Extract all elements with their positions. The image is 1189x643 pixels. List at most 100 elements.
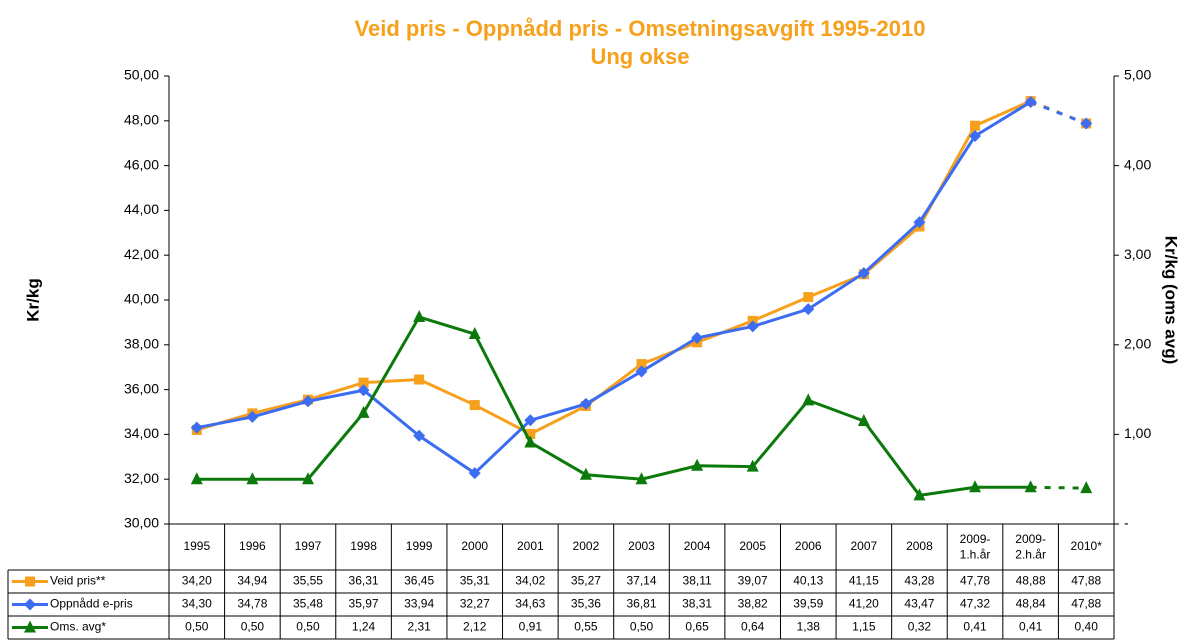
table-value: 36,81 <box>626 597 656 611</box>
marker <box>25 576 35 587</box>
marker <box>579 467 592 480</box>
marker <box>636 359 647 370</box>
y-tick-label: 34,00 <box>124 425 159 441</box>
table-value: 35,31 <box>460 574 490 588</box>
marker <box>1024 95 1037 108</box>
table-value: 0,50 <box>630 620 654 634</box>
table-value: 0,50 <box>241 620 265 634</box>
marker <box>857 413 870 426</box>
table-value: 0,32 <box>908 620 932 634</box>
chart-title: Veid pris - Oppnådd pris - Omsetningsavg… <box>355 16 926 41</box>
marker <box>969 130 982 143</box>
y-tick-label: 48,00 <box>124 112 159 128</box>
marker <box>1024 480 1037 493</box>
x-tick-label-line: 1.h.år <box>960 548 991 562</box>
marker <box>746 459 759 472</box>
y-axis-label: Kr/kg <box>23 278 42 321</box>
table-value: 40,13 <box>793 574 823 588</box>
y2-axis-label: Kr/kg (oms avg) <box>1162 236 1181 364</box>
y-tick-label: 50,00 <box>124 67 159 83</box>
marker <box>579 397 592 410</box>
marker <box>468 327 481 340</box>
table-value: 35,36 <box>571 597 601 611</box>
table-value: 2,31 <box>407 620 431 634</box>
y-tick-label: 30,00 <box>124 515 159 531</box>
y2-tick-label: - <box>1124 515 1129 531</box>
table-value: 47,32 <box>960 597 990 611</box>
marker <box>524 414 537 427</box>
table-value: 39,59 <box>793 597 823 611</box>
marker <box>524 435 537 448</box>
table-value: 35,48 <box>293 597 323 611</box>
table-value: 38,82 <box>738 597 768 611</box>
marker <box>413 429 426 442</box>
x-tick-label-line: 2.h.år <box>1015 548 1046 562</box>
marker <box>24 620 36 633</box>
table-value: 47,78 <box>960 574 990 588</box>
marker <box>635 365 648 378</box>
table-value: 47,88 <box>1071 574 1101 588</box>
table-value: 34,02 <box>515 574 545 588</box>
series-line <box>196 315 1031 497</box>
y-tick-label: 36,00 <box>124 380 159 396</box>
marker <box>969 480 982 493</box>
marker <box>635 472 648 485</box>
table-value: 36,45 <box>404 574 434 588</box>
table-value: 35,97 <box>349 597 379 611</box>
x-tick-label-line: 2009- <box>960 532 991 546</box>
y2-tick-label: 5,00 <box>1124 67 1151 83</box>
y-tick-label: 32,00 <box>124 470 159 486</box>
marker <box>802 303 815 316</box>
x-tick-label: 1999 <box>406 539 433 553</box>
marker <box>691 331 704 344</box>
marker <box>913 488 926 501</box>
series-line <box>196 100 1032 476</box>
marker <box>913 216 926 229</box>
marker <box>357 405 370 418</box>
table-value: 0,50 <box>185 620 209 634</box>
table-value: 33,94 <box>404 597 434 611</box>
x-tick-label: 2008 <box>906 539 933 553</box>
table-value: 34,63 <box>515 597 545 611</box>
marker <box>301 472 314 485</box>
y2-tick-label: 1,00 <box>1124 425 1151 441</box>
x-tick-label: 1998 <box>350 539 377 553</box>
legend-label: Oppnådd e-pris <box>50 597 133 611</box>
y-tick-label: 38,00 <box>124 336 159 352</box>
table-value: 32,27 <box>460 597 490 611</box>
marker <box>358 377 369 388</box>
series-line-dashed <box>1030 100 1087 125</box>
series-line-dashed <box>1030 485 1087 490</box>
marker <box>24 598 36 611</box>
marker <box>1080 481 1093 494</box>
series-line <box>196 99 1032 436</box>
x-tick-label: 2002 <box>573 539 600 553</box>
table-value: 1,38 <box>797 620 821 634</box>
table-value: 37,14 <box>626 574 656 588</box>
legend-label: Veid pris** <box>50 574 106 588</box>
marker <box>525 428 536 439</box>
table-value: 43,28 <box>904 574 934 588</box>
marker <box>301 395 314 408</box>
table-value: 0,50 <box>296 620 320 634</box>
x-tick-label: 2010* <box>1071 539 1103 553</box>
legend-label: Oms. avg* <box>50 620 106 634</box>
table-value: 34,20 <box>182 574 212 588</box>
x-tick-label: 2003 <box>628 539 655 553</box>
marker <box>746 320 759 333</box>
x-tick-label: 2009- 1.h.år <box>960 532 991 562</box>
table-value: 34,30 <box>182 597 212 611</box>
x-tick-label: 2005 <box>739 539 766 553</box>
y2-tick-label: 3,00 <box>1124 246 1151 262</box>
x-tick-label: 2001 <box>517 539 544 553</box>
x-tick-label-line: 2009- <box>1015 532 1046 546</box>
table-value: 1,24 <box>352 620 376 634</box>
x-tick-label: 2009- 2.h.år <box>1015 532 1046 562</box>
y-tick-label: 44,00 <box>124 201 159 217</box>
table-value: 41,20 <box>849 597 879 611</box>
table-value: 36,31 <box>349 574 379 588</box>
x-tick-label: 2007 <box>851 539 878 553</box>
marker <box>469 400 480 411</box>
x-tick-label: 2000 <box>461 539 488 553</box>
